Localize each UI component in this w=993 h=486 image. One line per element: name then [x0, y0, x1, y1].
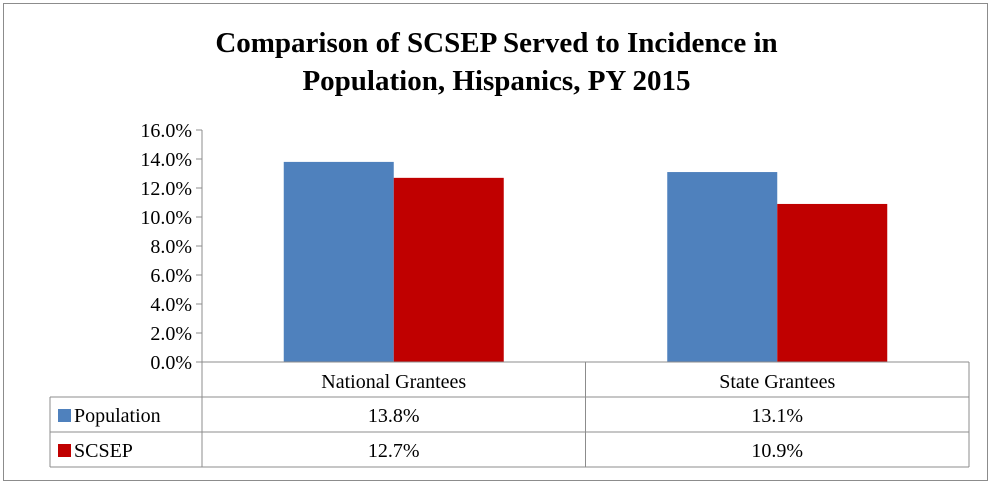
y-tick-label: 2.0%	[150, 323, 192, 345]
chart-title: Comparison of SCSEP Served to Incidence …	[0, 24, 993, 100]
y-tick-label: 14.0%	[140, 149, 192, 171]
y-tick-label: 0.0%	[150, 352, 192, 374]
bar-population-0	[283, 161, 394, 362]
y-tick-label: 6.0%	[150, 265, 192, 287]
chart-title-line-2: Population, Hispanics, PY 2015	[302, 65, 691, 97]
legend-key-scsep	[58, 444, 71, 457]
data-label: 10.9%	[751, 440, 803, 462]
bar-scsep-1	[777, 203, 888, 362]
data-label: 13.1%	[751, 405, 803, 427]
y-tick-label: 10.0%	[140, 207, 192, 229]
legend-label-population: Population	[74, 405, 161, 427]
y-tick-label: 8.0%	[150, 236, 192, 258]
chart-title-line-1: Comparison of SCSEP Served to Incidence …	[215, 27, 778, 59]
y-tick-label: 4.0%	[150, 294, 192, 316]
data-label: 12.7%	[368, 440, 420, 462]
x-category-label: National Grantees	[321, 371, 466, 393]
legend-label-scsep: SCSEP	[74, 440, 133, 462]
x-category-label: State Grantees	[719, 371, 835, 393]
y-tick-label: 12.0%	[140, 178, 192, 200]
bar-population-1	[667, 172, 778, 362]
bar-scsep-0	[393, 177, 504, 362]
legend-key-population	[58, 409, 71, 422]
data-label: 13.8%	[368, 405, 420, 427]
y-tick-label: 16.0%	[140, 120, 192, 142]
